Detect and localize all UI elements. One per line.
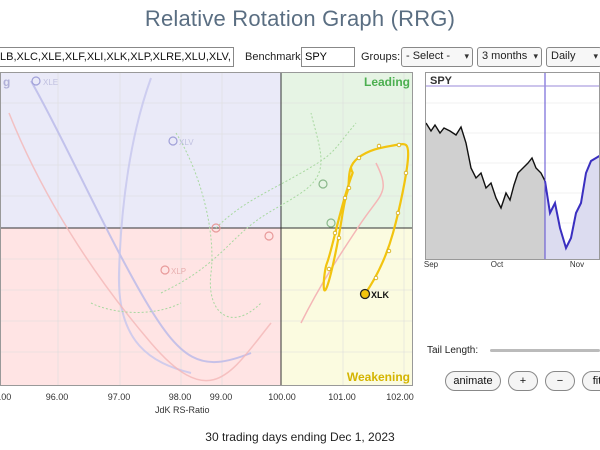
improving-label-partial: g [3,75,11,89]
ghost-label-xlv: XLV [179,138,194,147]
grid-lines [1,73,412,385]
faded-tail-green-c [160,112,322,294]
xlk-head-marker[interactable] [359,288,371,300]
tail-length-slider[interactable] [490,349,600,352]
spy-month: Nov [569,260,585,269]
x-axis-label: JdK RS-Ratio [155,405,210,415]
faded-tail-red-right [300,162,384,324]
spy-month-axis: Sep Oct Nov [423,260,600,272]
ghost-head-e [318,179,328,189]
fit-button[interactable]: fit [582,371,600,391]
xlk-label: XLK [371,290,390,300]
date-range-caption: 30 trading days ending Dec 1, 2023 [205,430,395,444]
spy-line-window [544,155,599,251]
spy-label: SPY [430,75,453,87]
leading-quadrant [281,73,412,228]
tail-length-label: Tail Length: [427,345,479,356]
xlk-tail-points [326,142,409,281]
weakening-quadrant [281,228,412,385]
symbols-input[interactable] [0,47,234,67]
faded-tail-lagging-c [8,112,272,382]
x-tick: 101.00 [328,392,356,402]
x-tick: 95.00 [0,392,12,402]
ghost-head-c [160,265,170,275]
x-tick: 99.00 [209,392,233,402]
period-select-value: 3 months [482,50,528,62]
ghost-label-xlp: XLP [171,267,186,276]
chevron-down-icon: ▾ [533,51,538,61]
frequency-select-value: Daily [551,50,576,62]
spy-area-gray [426,123,545,259]
spy-month: Oct [490,260,504,269]
weakening-label: Weakening [346,370,410,384]
ghost-head-f [326,218,336,228]
groups-select[interactable]: - Select - ▾ [401,47,473,67]
zoom-out-button[interactable]: − [545,371,575,391]
groups-select-value: - Select - [406,50,451,62]
rrg-svg: XLE XLV XLP XLK [1,73,412,385]
faded-tail-lagging-b [117,77,192,374]
x-axis-ticks: 95.00 96.00 97.00 98.00 99.00 100.00 101… [0,392,414,406]
x-tick: 100.00 [268,392,296,402]
spy-line-history [426,122,546,210]
toolbar: Benchmark: Groups: - Select - ▾ 3 months… [0,44,600,70]
benchmark-label: Benchmark: [245,51,304,63]
rrg-chart[interactable]: XLE XLV XLP XLK Leading Weakening g [0,72,413,386]
x-tick: 102.00 [386,392,414,402]
chevron-down-icon: ▾ [464,51,469,61]
groups-label: Groups: [361,51,401,63]
spy-month: Sep [423,260,439,269]
x-tick: 96.00 [45,392,69,402]
ghost-head-g [211,223,221,233]
ghost-head-a [31,76,41,86]
spy-price-chart[interactable]: SPY [425,72,600,260]
chevron-down-icon: ▾ [593,51,598,61]
spy-svg [426,73,599,259]
leading-label: Leading [363,75,410,89]
x-tick: 97.00 [107,392,131,402]
ghost-label-xle: XLE [43,78,58,87]
page-title: Relative Rotation Graph (RRG) [144,6,456,31]
faded-tail-lagging-a [30,80,252,364]
ghost-head-b [168,136,178,146]
animate-button[interactable]: animate [445,371,501,391]
period-select[interactable]: 3 months ▾ [477,47,542,67]
improving-quadrant [1,73,281,228]
zoom-in-button[interactable]: + [508,371,538,391]
ghost-head-d [264,231,274,241]
x-tick: 98.00 [168,392,192,402]
faded-tail-green-b [215,122,357,229]
frequency-select[interactable]: Daily ▾ [546,47,600,67]
benchmark-input[interactable] [301,47,355,67]
xlk-tail [322,142,410,295]
faded-heads [31,76,336,275]
